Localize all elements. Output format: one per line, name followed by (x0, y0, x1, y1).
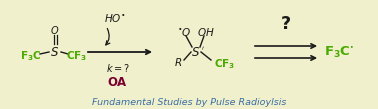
Text: $\mathbf{?}$: $\mathbf{?}$ (280, 15, 291, 33)
Text: Fundamental Studies by Pulse Radioylsis: Fundamental Studies by Pulse Radioylsis (92, 97, 286, 106)
Text: $\mathbf{OA}$: $\mathbf{OA}$ (107, 76, 129, 89)
Text: $R$: $R$ (174, 56, 182, 68)
Text: $^{\bullet}O$: $^{\bullet}O$ (177, 26, 191, 38)
Text: $S$: $S$ (50, 45, 60, 59)
Text: $\mathbf{F_3C}$: $\mathbf{F_3C}$ (20, 49, 42, 63)
Text: $\mathbf{CF_3}$: $\mathbf{CF_3}$ (214, 57, 235, 71)
Text: $HO^{\bullet}$: $HO^{\bullet}$ (104, 12, 126, 24)
Text: $'$: $'$ (201, 45, 205, 54)
Text: $O$: $O$ (50, 24, 60, 36)
Text: $\mathbf{CF_3}$: $\mathbf{CF_3}$ (67, 49, 88, 63)
Text: $OH$: $OH$ (197, 26, 215, 38)
Text: $k = ?$: $k = ?$ (106, 62, 130, 74)
Text: $\mathbf{F_3C^{\bullet}}$: $\mathbf{F_3C^{\bullet}}$ (324, 44, 355, 60)
Text: $S$: $S$ (191, 45, 201, 59)
